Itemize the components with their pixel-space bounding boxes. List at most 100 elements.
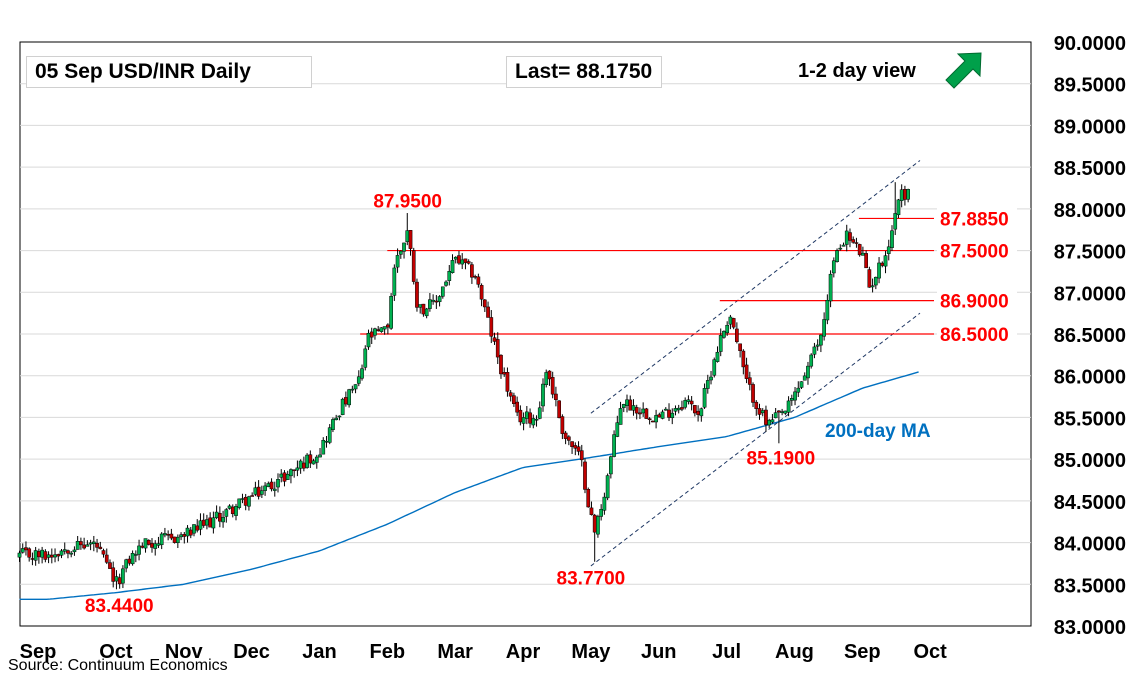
- candle-body: [250, 495, 255, 497]
- candle-body: [143, 538, 148, 549]
- candle-body: [505, 372, 510, 392]
- y-tick-label: 88.0000: [1054, 200, 1126, 222]
- candle-body: [508, 392, 513, 397]
- candle-body: [363, 348, 368, 368]
- candle-body: [689, 400, 694, 405]
- candle-body: [741, 350, 746, 368]
- candle-body: [56, 554, 61, 557]
- candle-body: [825, 300, 830, 321]
- candle-body: [628, 399, 633, 411]
- candle-body: [767, 419, 772, 426]
- candle-body: [379, 327, 384, 332]
- candle-body: [386, 324, 390, 328]
- candle-body: [453, 256, 458, 260]
- candle-body: [424, 308, 429, 317]
- candle-body: [609, 456, 613, 475]
- candle-body: [398, 250, 403, 255]
- candle-body: [861, 252, 865, 256]
- candle-body: [873, 276, 878, 286]
- candle-body: [37, 551, 41, 558]
- candle-body: [224, 509, 229, 517]
- candle-body: [311, 460, 316, 465]
- candle-body: [353, 384, 358, 390]
- candle-body: [234, 506, 238, 516]
- candle-body: [777, 410, 781, 413]
- y-tick-label: 90.0000: [1054, 33, 1126, 55]
- candle-body: [693, 405, 697, 414]
- x-tick-label: Jun: [641, 641, 677, 663]
- candle-body: [211, 517, 216, 529]
- candle-body: [809, 354, 814, 367]
- candle-body: [851, 239, 856, 243]
- x-tick-label: Dec: [233, 641, 270, 663]
- candle-body: [893, 213, 898, 230]
- candle-body: [793, 391, 797, 401]
- candle-body: [98, 546, 103, 550]
- candle-body: [163, 533, 167, 536]
- candle-body: [266, 483, 271, 488]
- candle-body: [159, 533, 164, 545]
- candle-body: [906, 189, 910, 200]
- candle-body: [815, 344, 820, 347]
- candle-body: [770, 419, 775, 423]
- candle-body: [289, 469, 293, 477]
- candle-body: [841, 244, 846, 247]
- candle-body: [563, 432, 568, 439]
- candle-body: [886, 246, 891, 254]
- candle-body: [182, 534, 187, 537]
- candle-body: [49, 554, 54, 558]
- candle-body: [237, 498, 242, 508]
- candle-body: [870, 285, 875, 288]
- candle-body: [479, 285, 484, 300]
- candle-body: [227, 505, 232, 509]
- candle-body: [531, 418, 536, 426]
- candle-body: [712, 359, 717, 376]
- candle-body: [615, 422, 620, 437]
- candle-body: [786, 400, 791, 413]
- candle-body: [757, 408, 762, 415]
- y-tick-label: 89.0000: [1054, 116, 1126, 138]
- candle-body: [350, 388, 355, 391]
- candle-body: [382, 326, 387, 330]
- annotations: 87.9500 83.4400 83.7700 85.1900 200-day MA: [85, 192, 931, 618]
- y-tick-label: 85.5000: [1054, 408, 1126, 430]
- candle-body: [867, 269, 872, 288]
- candle-body: [670, 412, 675, 419]
- x-tick-label: Nov: [165, 641, 204, 663]
- candle-body: [27, 548, 32, 558]
- candle-body: [137, 545, 141, 555]
- candle-body: [24, 547, 28, 551]
- candle-body: [660, 411, 665, 419]
- candle-body: [495, 339, 500, 358]
- y-tick-label: 86.0000: [1054, 367, 1126, 389]
- candle-body: [696, 410, 700, 415]
- candle-body: [799, 381, 804, 388]
- candle-body: [179, 534, 183, 538]
- candle-body: [269, 481, 274, 490]
- candle-body: [169, 533, 174, 539]
- candle-body: [676, 407, 681, 411]
- candle-body: [79, 541, 83, 546]
- candle-body: [201, 519, 206, 526]
- candle-body: [625, 399, 629, 406]
- candle-body: [647, 418, 652, 420]
- candle-body: [127, 558, 132, 564]
- y-tick-label: 87.5000: [1054, 242, 1126, 264]
- candle-body: [457, 255, 461, 264]
- level-label-bg: [937, 287, 1017, 312]
- candle-body: [550, 377, 555, 395]
- candle-body: [447, 271, 452, 281]
- y-tick-label: 84.5000: [1054, 492, 1126, 514]
- candle-body: [537, 407, 542, 419]
- channel-lines: [590, 160, 921, 567]
- candle-body: [644, 408, 649, 419]
- candle-body: [69, 552, 74, 555]
- candle-body: [709, 376, 713, 381]
- level-label: 86.5000: [940, 325, 1009, 346]
- candle-body: [292, 469, 297, 472]
- candle-body: [680, 407, 684, 410]
- candle-body: [812, 346, 817, 355]
- candle-body: [253, 487, 258, 495]
- candle-body: [402, 242, 406, 252]
